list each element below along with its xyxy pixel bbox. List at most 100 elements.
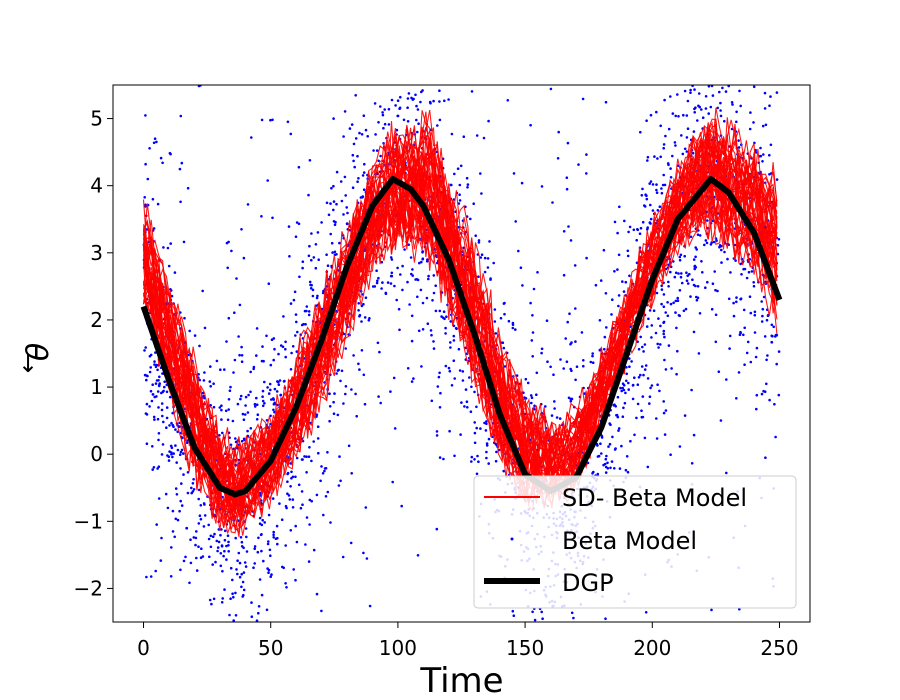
beta-model-point bbox=[277, 352, 280, 356]
beta-model-point bbox=[244, 527, 248, 530]
beta-model-point bbox=[165, 406, 169, 409]
beta-model-point bbox=[540, 610, 543, 614]
beta-model-point bbox=[621, 382, 625, 386]
beta-model-point bbox=[250, 136, 253, 139]
beta-model-point bbox=[685, 279, 689, 283]
beta-model-point bbox=[339, 180, 343, 183]
beta-model-point bbox=[517, 249, 520, 253]
beta-model-point bbox=[203, 326, 207, 330]
beta-model-point bbox=[677, 115, 680, 118]
beta-model-point bbox=[762, 389, 765, 393]
beta-model-point bbox=[536, 271, 539, 274]
beta-model-point bbox=[686, 274, 689, 278]
beta-model-point bbox=[354, 94, 358, 97]
beta-model-point bbox=[568, 312, 571, 316]
beta-model-point bbox=[233, 358, 237, 362]
beta-model-point bbox=[146, 177, 150, 181]
beta-model-point bbox=[232, 371, 235, 374]
x-axis-ticks: 0 50 100 150 200 250 bbox=[137, 622, 799, 660]
beta-model-point bbox=[197, 497, 200, 501]
beta-model-point bbox=[638, 232, 642, 235]
beta-model-point bbox=[243, 561, 247, 564]
beta-model-point bbox=[151, 393, 155, 396]
beta-model-point bbox=[648, 309, 652, 312]
beta-model-point bbox=[151, 468, 154, 471]
legend-box bbox=[473, 475, 797, 609]
beta-model-point bbox=[558, 417, 562, 420]
beta-model-point bbox=[459, 433, 462, 436]
beta-model-point bbox=[273, 347, 276, 351]
beta-model-point bbox=[735, 300, 738, 304]
beta-model-point bbox=[486, 257, 490, 260]
beta-model-point bbox=[227, 398, 231, 401]
y-axis-label-arrow: ↓ bbox=[18, 350, 38, 378]
beta-model-point bbox=[226, 266, 229, 270]
beta-model-point bbox=[342, 332, 346, 336]
beta-model-point bbox=[655, 417, 658, 420]
beta-model-point bbox=[429, 329, 433, 332]
beta-model-point bbox=[641, 345, 644, 349]
beta-model-point bbox=[735, 120, 738, 124]
beta-model-point bbox=[180, 448, 184, 452]
beta-model-point bbox=[180, 161, 184, 165]
beta-model-point bbox=[484, 429, 488, 432]
beta-model-point bbox=[220, 418, 223, 421]
beta-model-point bbox=[157, 497, 161, 500]
beta-model-point bbox=[332, 208, 335, 212]
beta-model-point bbox=[664, 311, 667, 314]
beta-model-point bbox=[608, 422, 611, 425]
beta-model-point bbox=[249, 427, 253, 430]
beta-model-point bbox=[482, 136, 486, 140]
beta-model-point bbox=[390, 98, 394, 102]
beta-model-point bbox=[259, 533, 263, 537]
beta-model-point bbox=[717, 370, 721, 374]
beta-model-point bbox=[694, 284, 697, 288]
beta-model-point bbox=[420, 90, 423, 94]
beta-model-point bbox=[734, 259, 737, 262]
beta-model-point bbox=[335, 170, 339, 174]
beta-model-point bbox=[238, 575, 242, 579]
beta-model-point bbox=[166, 454, 169, 457]
beta-model-point bbox=[149, 353, 153, 357]
beta-model-point bbox=[213, 532, 216, 536]
beta-model-point bbox=[372, 149, 375, 152]
beta-model-point bbox=[569, 239, 573, 242]
beta-model-point bbox=[443, 99, 446, 103]
beta-model-point bbox=[202, 525, 206, 528]
beta-model-point bbox=[387, 107, 391, 111]
beta-model-point bbox=[666, 314, 670, 318]
x-tick-label: 50 bbox=[258, 636, 283, 660]
beta-model-point bbox=[399, 273, 402, 276]
beta-model-point bbox=[689, 88, 692, 92]
beta-model-point bbox=[636, 402, 640, 406]
beta-model-point bbox=[261, 395, 264, 399]
beta-model-point bbox=[160, 408, 164, 412]
beta-model-point bbox=[724, 90, 728, 93]
beta-model-point bbox=[241, 412, 245, 416]
beta-model-point bbox=[186, 491, 190, 495]
beta-model-point bbox=[292, 298, 296, 302]
beta-model-point bbox=[656, 342, 659, 346]
beta-model-point bbox=[752, 284, 756, 288]
beta-model-point bbox=[212, 597, 216, 601]
beta-model-point bbox=[161, 161, 164, 165]
beta-model-point bbox=[624, 280, 628, 284]
beta-model-point bbox=[719, 101, 722, 105]
beta-model-point bbox=[487, 437, 491, 441]
beta-model-point bbox=[321, 291, 325, 295]
beta-model-point bbox=[555, 416, 559, 419]
beta-model-point bbox=[342, 135, 345, 138]
beta-model-point bbox=[690, 462, 694, 465]
beta-model-point bbox=[315, 296, 319, 300]
beta-model-point bbox=[240, 572, 243, 576]
y-tick-label: 4 bbox=[90, 174, 103, 198]
beta-model-point bbox=[192, 488, 196, 491]
beta-model-point bbox=[317, 451, 320, 455]
beta-model-point bbox=[195, 556, 198, 560]
beta-model-point bbox=[549, 365, 552, 369]
beta-model-point bbox=[336, 369, 340, 372]
beta-model-point bbox=[150, 399, 154, 403]
beta-model-point bbox=[769, 143, 773, 147]
beta-model-point bbox=[738, 607, 741, 611]
beta-model-point bbox=[628, 357, 631, 360]
